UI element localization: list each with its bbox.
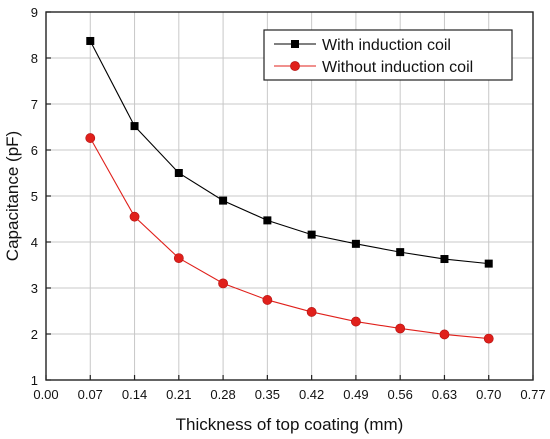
plot-frame xyxy=(45,11,534,381)
data-point-circle xyxy=(218,278,228,289)
data-point-circle xyxy=(173,253,184,263)
data-point-square xyxy=(174,169,183,177)
data-point-square xyxy=(307,230,316,239)
y-tick-label: 4 xyxy=(31,235,38,250)
x-tick-label: 0.21 xyxy=(166,387,191,402)
x-axis: 0.00 0.07 0.14 0.21 0.28 0.35 0.42 0.49 0.56 0.63… xyxy=(33,375,546,402)
y-tick-label: 7 xyxy=(31,97,38,112)
data-point-square xyxy=(440,255,449,264)
series-1 xyxy=(86,36,493,268)
x-tick-label: 0.00 xyxy=(33,387,58,402)
legend-box xyxy=(263,29,513,81)
series-layer xyxy=(85,36,494,344)
data-point-circle xyxy=(85,133,96,143)
data-point-square xyxy=(263,216,272,225)
data-point-circle xyxy=(483,333,494,344)
x-axis-title: Thickness of top coating (mm) xyxy=(176,415,404,434)
legend-label: With induction coil xyxy=(322,37,451,54)
x-tick-label: 0.49 xyxy=(343,387,368,402)
x-tick-label: 0.56 xyxy=(388,387,413,402)
legend-item-2: Without induction coil xyxy=(274,59,473,76)
legend-marker-circle xyxy=(290,61,300,71)
legend-item-1: With induction coil xyxy=(274,37,451,54)
data-point-circle xyxy=(306,307,317,317)
y-tick-label: 8 xyxy=(31,51,38,66)
data-point-square xyxy=(396,248,405,257)
series-2 xyxy=(85,133,494,344)
y-tick-label: 5 xyxy=(31,189,38,204)
y-tick-label: 1 xyxy=(31,373,38,388)
x-tick-label: 0.42 xyxy=(299,387,324,402)
x-tick-label: 0.28 xyxy=(210,387,235,402)
y-tick-label: 9 xyxy=(31,5,38,20)
x-tick-label: 0.70 xyxy=(476,387,501,402)
data-point-circle xyxy=(395,323,406,334)
legend: With induction coil Without induction coi… xyxy=(263,29,513,81)
x-tick-label: 0.77 xyxy=(520,387,545,402)
data-point-square xyxy=(130,122,139,131)
data-point-square xyxy=(219,196,228,205)
x-tick-label: 0.63 xyxy=(432,387,457,402)
data-point-circle xyxy=(262,295,273,305)
x-tick-label: 0.07 xyxy=(78,387,103,402)
data-point-square xyxy=(86,36,95,45)
y-tick-label: 6 xyxy=(31,143,38,158)
data-point-circle xyxy=(351,316,361,327)
series-line xyxy=(89,137,489,340)
legend-marker-square xyxy=(291,40,299,48)
y-tick-label: 3 xyxy=(31,281,38,296)
data-point-circle xyxy=(439,329,450,340)
y-axis-title: Capacitance (pF) xyxy=(3,131,22,261)
legend-label: Without induction coil xyxy=(322,59,473,76)
series-line xyxy=(89,40,489,265)
x-tick-label: 0.35 xyxy=(255,387,280,402)
data-point-circle xyxy=(129,211,140,222)
data-point-square xyxy=(351,239,360,248)
data-point-square xyxy=(484,259,493,268)
y-tick-label: 2 xyxy=(31,327,38,342)
y-axis: 1 2 3 4 5 6 7 8 9 xyxy=(31,5,51,388)
x-tick-label: 0.14 xyxy=(122,387,147,402)
